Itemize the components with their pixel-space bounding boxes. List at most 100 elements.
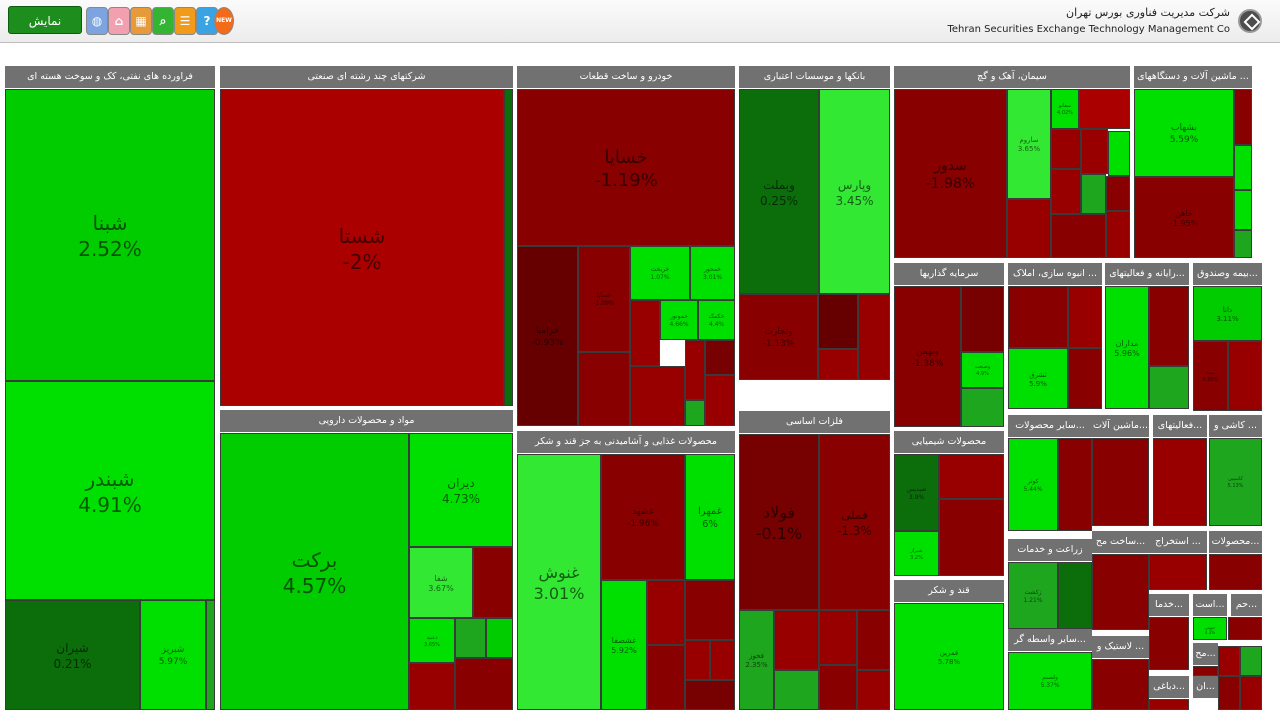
sector-header[interactable]: ...بیمه وصندوق (1193, 263, 1262, 285)
stock-tile[interactable]: سدور -1.98% (894, 89, 1007, 258)
new-badge-icon[interactable]: NEW (214, 7, 234, 35)
stock-tile[interactable]: شبریز 5.97% (140, 600, 206, 710)
sector-header[interactable]: ...است (1193, 594, 1227, 616)
stock-tile[interactable] (1068, 348, 1102, 409)
stock-tile[interactable] (630, 300, 660, 366)
stock-tile[interactable]: خسایا -1.19% (517, 89, 735, 246)
stock-tile[interactable]: ثشرق 5.9% (1008, 348, 1068, 409)
stock-tile[interactable] (1106, 176, 1130, 211)
sector-header[interactable]: سرمایه گذاریها (894, 263, 1004, 285)
stock-tile[interactable]: غشهد -1.96% (601, 454, 685, 580)
stock-tile[interactable] (1051, 129, 1081, 169)
stock-tile[interactable] (1228, 341, 1262, 411)
stock-tile[interactable] (1234, 145, 1252, 190)
stock-tile[interactable] (1234, 230, 1252, 258)
sector-header[interactable]: ...سایر محصولات (1008, 415, 1092, 437)
stock-tile[interactable] (1051, 169, 1081, 214)
stock-tile[interactable] (685, 580, 735, 640)
stock-tile[interactable]: غنوش 3.01% (517, 454, 601, 710)
stock-tile[interactable] (1058, 438, 1092, 531)
home-icon[interactable]: ⌂ (108, 7, 130, 35)
stock-tile[interactable] (961, 286, 1004, 352)
stock-tile[interactable] (1149, 699, 1189, 710)
stock-tile[interactable] (504, 89, 513, 406)
stock-tile[interactable] (1234, 190, 1252, 230)
stock-tile[interactable]: خزامیا -0.93% (517, 246, 578, 426)
stock-tile[interactable]: زکشت 1.21% (1008, 562, 1058, 629)
stock-tile[interactable] (1149, 366, 1189, 409)
stock-tile[interactable] (1240, 676, 1262, 710)
stock-tile[interactable]: مداران 5.96% (1105, 286, 1149, 409)
stock-tile[interactable] (1008, 286, 1068, 348)
stock-tile[interactable] (1228, 617, 1262, 640)
stock-tile[interactable] (685, 680, 735, 710)
stock-tile[interactable] (1079, 89, 1130, 129)
stock-tile[interactable] (1106, 211, 1130, 258)
sector-header[interactable]: فراورده های نفتی، کک و سوخت هسته ای (5, 66, 215, 88)
stock-tile[interactable] (473, 547, 513, 618)
stock-tile[interactable] (685, 640, 710, 680)
sector-header[interactable]: زراعت و خدمات (1008, 539, 1092, 561)
stock-tile[interactable]: وپارس 3.45% (819, 89, 890, 294)
stock-tile[interactable] (486, 618, 513, 658)
stock-tile[interactable]: بشهاب 5.59% (1134, 89, 1234, 177)
stock-tile[interactable] (1051, 214, 1106, 258)
stock-tile[interactable] (818, 294, 858, 349)
sector-header[interactable]: خودرو و ساخت قطعات (517, 66, 735, 88)
stock-tile[interactable] (409, 663, 455, 710)
sector-header[interactable]: ...محصولات (1209, 531, 1262, 553)
stock-tile[interactable] (1007, 199, 1051, 258)
show-list-button[interactable]: نمایش فهرست (8, 6, 82, 56)
stock-tile[interactable] (647, 645, 685, 710)
stock-tile[interactable] (578, 352, 630, 426)
stock-tile[interactable]: خساپا -1.09% (578, 246, 630, 352)
stock-tile[interactable] (774, 610, 819, 670)
stock-tile[interactable] (1058, 562, 1092, 629)
stock-tile[interactable]: دعبید 3.65% (409, 618, 455, 663)
stock-tile[interactable] (455, 618, 486, 658)
stock-tile[interactable] (1234, 89, 1252, 145)
sector-header[interactable]: ...سایر واسطه گر (1008, 629, 1092, 651)
stock-tile[interactable] (455, 658, 513, 710)
sector-header[interactable]: فلزات اساسی (739, 411, 890, 433)
stock-tile[interactable]: شفا 3.67% (409, 547, 473, 618)
stock-tile[interactable]: وبهمن -1.38% (894, 286, 961, 427)
sector-header[interactable]: ... لاستیک و (1092, 636, 1149, 658)
stock-tile[interactable] (1092, 438, 1149, 526)
stock-tile[interactable] (1149, 554, 1207, 590)
sector-header[interactable]: ...دباغی (1149, 676, 1189, 698)
stock-tile[interactable] (710, 640, 735, 680)
sector-header[interactable]: ... ماشین آلات و دستگاههای (1134, 66, 1252, 88)
stock-tile[interactable]: فملی -1.3% (819, 434, 890, 610)
stock-tile[interactable] (685, 340, 705, 400)
stock-tile[interactable]: دانا 3.11% (1193, 286, 1262, 341)
stock-tile[interactable]: غمهرا 6% (685, 454, 735, 580)
stock-tile[interactable] (857, 670, 890, 710)
stock-tile[interactable]: غشصفا 5.92% (601, 580, 647, 710)
stock-tile[interactable] (1081, 129, 1108, 174)
sector-header[interactable]: سیمان، آهک و گچ (894, 66, 1130, 88)
globe-icon[interactable]: ◍ (86, 7, 108, 35)
stock-tile[interactable]: فولاد -0.1% (739, 434, 819, 610)
stock-tile[interactable]: بیمه 5.86% (1193, 341, 1228, 411)
stock-tile[interactable]: خاهن -1.95% (1134, 177, 1234, 258)
sector-header[interactable]: مواد و محصولات دارویی (220, 410, 513, 432)
stock-tile[interactable]: دیران 4.73% (409, 433, 513, 547)
stock-tile[interactable] (819, 610, 857, 665)
stock-tile[interactable] (1092, 659, 1149, 710)
stock-tile[interactable] (858, 294, 890, 380)
stock-tile[interactable]: وتجارت -1.13% (739, 294, 818, 380)
stock-tile[interactable] (1068, 286, 1102, 348)
sector-header[interactable]: ... کاشی و (1209, 415, 1262, 437)
stock-tile[interactable]: خبهمن 4.3% (1193, 617, 1227, 640)
sector-header[interactable]: ...ماشین آلات (1092, 415, 1149, 437)
sector-header[interactable]: ...مح (1193, 643, 1218, 665)
stock-tile[interactable]: سفانو 4.02% (1051, 89, 1079, 129)
sector-header[interactable]: ... انبوه سازی، املاک (1008, 263, 1102, 285)
stock-tile[interactable] (961, 388, 1004, 427)
stock-tile[interactable]: شبندر 4.91% (5, 381, 215, 600)
stock-tile[interactable] (1240, 646, 1262, 676)
stock-tile[interactable]: ساروم 3.65% (1007, 89, 1051, 199)
stock-tile[interactable]: وبملت 0.25% (739, 89, 819, 294)
stock-tile[interactable] (1081, 174, 1106, 214)
